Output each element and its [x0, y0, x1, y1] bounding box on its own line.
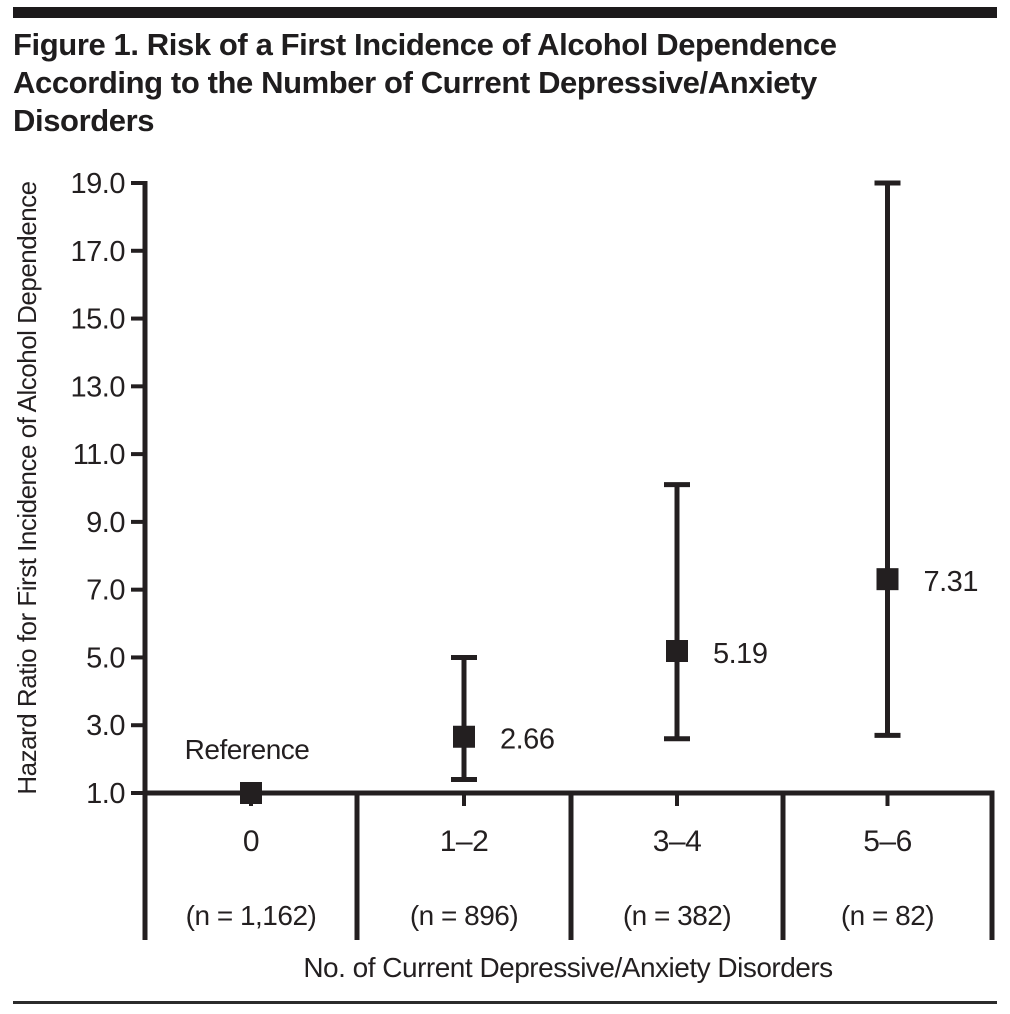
bottom-rule	[13, 1001, 997, 1004]
y-axis-tick-label: 19.0	[71, 168, 125, 200]
figure-title: Figure 1. Risk of a First Incidence of A…	[13, 26, 973, 140]
hazard-ratio-value-label: 7.31	[924, 566, 978, 598]
y-axis-title: Hazard Ratio for First Incidence of Alco…	[12, 181, 42, 794]
category-label: 1–2	[440, 825, 489, 858]
sample-size-label: (n = 896)	[410, 900, 518, 931]
sample-size-label: (n = 1,162)	[186, 900, 317, 931]
hazard-ratio-marker	[453, 725, 475, 748]
y-axis-tick-label: 1.0	[86, 778, 125, 810]
y-axis-tick-label: 13.0	[71, 371, 125, 403]
y-axis-tick-label: 7.0	[86, 575, 125, 607]
hazard-ratio-marker	[240, 782, 262, 804]
sample-size-label: (n = 82)	[841, 900, 934, 931]
y-axis-tick-label: 5.0	[86, 642, 125, 674]
hazard-ratio-marker	[876, 568, 899, 591]
figure-title-line-1: Figure 1. Risk of a First Incidence of A…	[13, 27, 837, 62]
figure-title-line-2: According to the Number of Current Depre…	[13, 65, 817, 100]
x-axis-title: No. of Current Depressive/Anxiety Disord…	[303, 952, 832, 983]
hazard-ratio-marker	[666, 640, 688, 663]
y-axis-tick-label: 11.0	[73, 439, 125, 471]
y-axis-tick-label: 17.0	[71, 236, 125, 268]
category-label: 0	[243, 825, 259, 858]
chart-layer: 1.0 3.0 5.0 7.0 9.0 11.0 13.0 15.0 17.0 19.0 Refer…	[71, 168, 995, 940]
y-axis-tick-label: 9.0	[86, 507, 125, 539]
category-label: 5–6	[863, 825, 912, 858]
y-axis-tick-label: 15.0	[71, 304, 125, 336]
sample-size-label: (n = 382)	[623, 900, 731, 931]
hazard-ratio-value-label: 2.66	[500, 724, 554, 756]
reference-label: Reference	[185, 734, 310, 765]
top-rule	[13, 7, 997, 18]
hazard-ratio-value-label: 5.19	[713, 638, 767, 670]
category-label: 3–4	[653, 825, 702, 858]
figure-title-line-3: Disorders	[13, 103, 155, 138]
y-axis-tick-label: 3.0	[86, 710, 125, 742]
